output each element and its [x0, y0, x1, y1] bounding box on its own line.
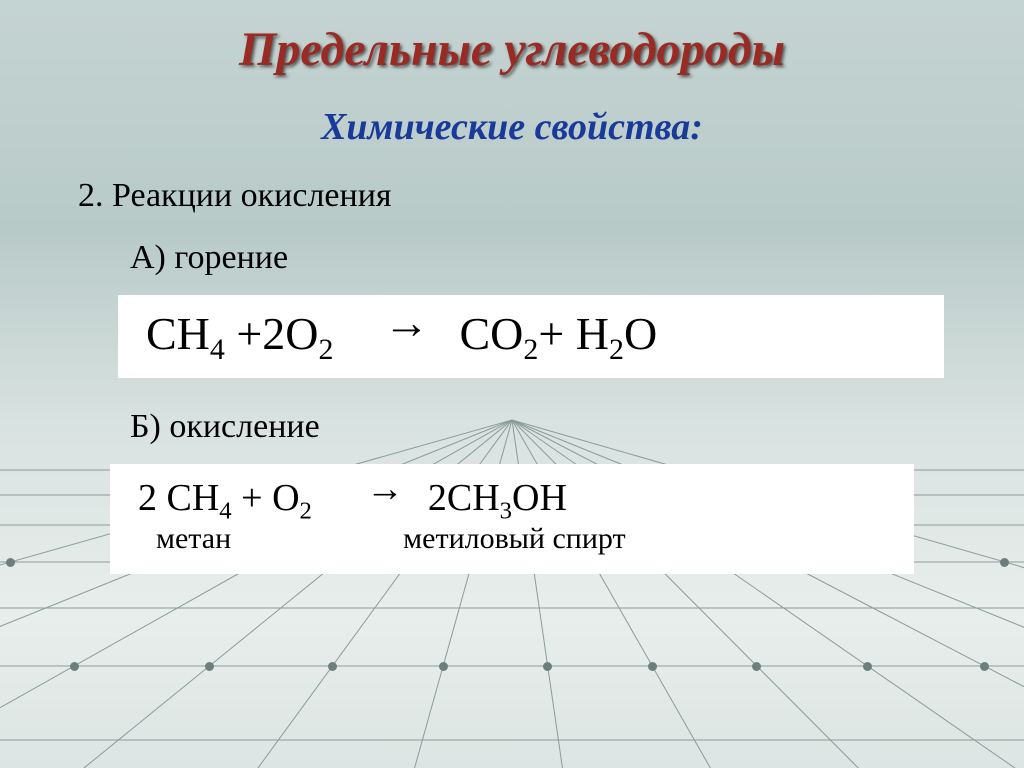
slide-subtitle: Химические свойства:	[70, 105, 954, 149]
grid-node-dot	[205, 662, 214, 671]
eq1-sub4: 2	[609, 333, 624, 366]
eq1-sub3: 2	[523, 333, 538, 366]
grid-node-dot	[648, 662, 657, 671]
grid-node-dot	[863, 662, 872, 671]
equation-oxidation: 2 CH4 + O2 → 2CH3OH	[138, 476, 886, 520]
equation-combustion: CH4 +2O2 → CO2+ H2O	[146, 307, 916, 360]
grid-node-dot	[439, 662, 448, 671]
grid-node-dot	[752, 662, 761, 671]
slide-title: Предельные углеводороды	[70, 22, 954, 77]
eq1-term4: + H	[538, 308, 609, 359]
eq2-sub1: 4	[219, 498, 231, 525]
eq2-label-methanol: метиловый спирт	[403, 522, 625, 556]
eq2-sub3: 3	[500, 498, 512, 525]
equation-oxidation-box: 2 CH4 + O2 → 2CH3OH метан метиловый спир…	[110, 464, 914, 574]
eq2-arrow-icon: →	[366, 467, 404, 511]
eq2-term4: OH	[512, 477, 567, 519]
section-heading: 2. Реакции окисления	[70, 177, 954, 215]
equation-combustion-box: CH4 +2O2 → CO2+ H2O	[118, 295, 944, 378]
subsection-b-heading: Б) окисление	[70, 408, 954, 446]
eq2-term2: + O	[232, 477, 300, 519]
eq1-arrow-icon: →	[383, 296, 429, 349]
eq1-term5: O	[624, 308, 657, 359]
grid-node-dot	[70, 662, 79, 671]
eq1-term2: +2O	[225, 308, 319, 359]
equation-oxidation-labels: метан метиловый спирт	[138, 522, 886, 556]
eq2-label-methane: метан	[156, 522, 231, 556]
grid-node-dot	[980, 662, 989, 671]
eq1-term3: CO	[459, 308, 523, 359]
grid-node-dot	[543, 662, 552, 671]
slide-content: Предельные углеводороды Химические свойс…	[0, 0, 1024, 574]
eq1-sub2: 2	[319, 333, 334, 366]
eq2-term1: 2 CH	[138, 477, 219, 519]
eq2-sub2: 2	[300, 498, 312, 525]
grid-node-dot	[328, 662, 337, 671]
eq2-term3: 2CH	[428, 477, 500, 519]
eq1-term1: CH	[146, 308, 210, 359]
subsection-a-heading: А) горение	[70, 239, 954, 277]
eq1-sub1: 4	[210, 333, 225, 366]
